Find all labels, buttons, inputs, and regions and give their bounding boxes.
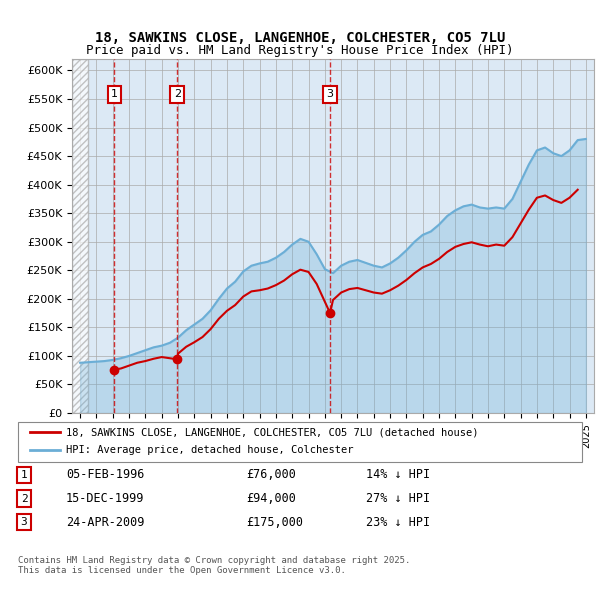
Text: 24-APR-2009: 24-APR-2009	[66, 516, 145, 529]
Text: 14% ↓ HPI: 14% ↓ HPI	[366, 468, 430, 481]
Text: HPI: Average price, detached house, Colchester: HPI: Average price, detached house, Colc…	[66, 445, 353, 455]
Text: Contains HM Land Registry data © Crown copyright and database right 2025.
This d: Contains HM Land Registry data © Crown c…	[18, 556, 410, 575]
Text: 18, SAWKINS CLOSE, LANGENHOE, COLCHESTER, CO5 7LU (detached house): 18, SAWKINS CLOSE, LANGENHOE, COLCHESTER…	[66, 428, 479, 437]
Text: 3: 3	[20, 517, 28, 527]
Text: £76,000: £76,000	[246, 468, 296, 481]
Text: 05-FEB-1996: 05-FEB-1996	[66, 468, 145, 481]
Bar	[72, 59, 88, 413]
Text: 1: 1	[111, 90, 118, 99]
Text: 15-DEC-1999: 15-DEC-1999	[66, 492, 145, 505]
Text: Price paid vs. HM Land Registry's House Price Index (HPI): Price paid vs. HM Land Registry's House …	[86, 44, 514, 57]
Text: 1: 1	[20, 470, 28, 480]
Text: 3: 3	[326, 90, 334, 99]
Text: 18, SAWKINS CLOSE, LANGENHOE, COLCHESTER, CO5 7LU: 18, SAWKINS CLOSE, LANGENHOE, COLCHESTER…	[95, 31, 505, 45]
Text: 23% ↓ HPI: 23% ↓ HPI	[366, 516, 430, 529]
Text: £175,000: £175,000	[246, 516, 303, 529]
Text: £94,000: £94,000	[246, 492, 296, 505]
Text: 2: 2	[20, 494, 28, 503]
Text: 27% ↓ HPI: 27% ↓ HPI	[366, 492, 430, 505]
Text: 2: 2	[174, 90, 181, 99]
